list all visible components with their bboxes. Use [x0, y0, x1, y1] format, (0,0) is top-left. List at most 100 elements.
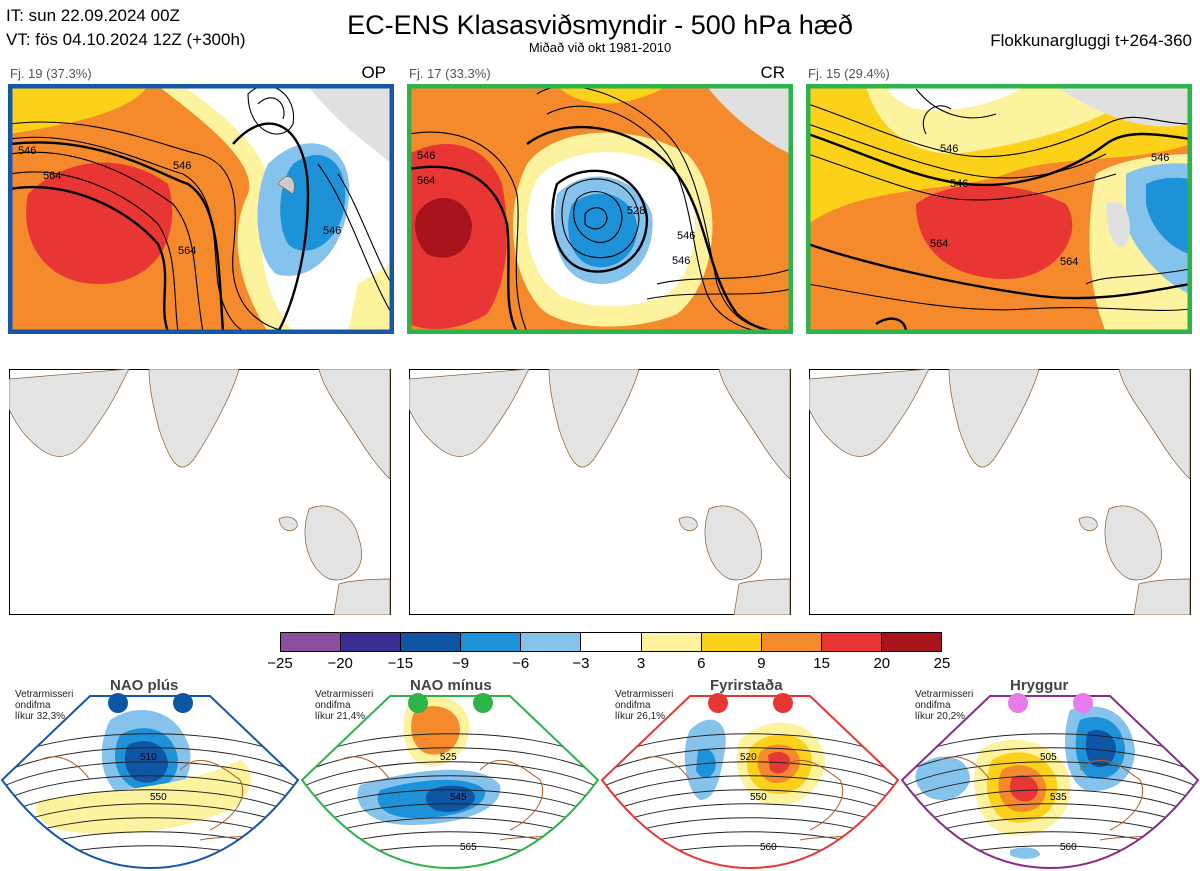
colorbar-tick-label: −9: [451, 655, 470, 672]
colorbar-tick-label: 9: [757, 655, 766, 672]
colorbar-tick-label: 25: [933, 655, 951, 672]
colorbar-tick-label: 6: [697, 655, 706, 672]
regime-marker-dot: [473, 693, 493, 713]
regime-title: NAO mínus: [410, 677, 492, 694]
contour-label: 564: [930, 238, 949, 250]
contour-label: 525: [440, 752, 457, 763]
colorbar-tick-label: −25: [267, 655, 293, 672]
regime-note-line: Vetrarmisseri: [315, 689, 374, 700]
contour-label: 546: [173, 160, 192, 172]
colorbar-ticks: −25 −20 −15 −9 −6 −3 3 6 9 15 20 25: [267, 655, 950, 675]
colorbar-tick-label: −20: [327, 655, 353, 672]
regime-note-line: Vetrarmisseri: [915, 689, 974, 700]
regime-marker-dot: [708, 693, 728, 713]
colorbar-swatch: [281, 633, 341, 651]
contour-label: 505: [1040, 752, 1057, 763]
colorbar-swatch: [820, 633, 881, 651]
blank-map-2: [409, 369, 791, 615]
colorbar-tick-label: 20: [873, 655, 891, 672]
regime-note-line: Vetrarmisseri: [615, 689, 674, 700]
regime-map: 520 550 560: [600, 695, 900, 870]
regime-note-line: ondifma: [315, 700, 351, 711]
valid-time: VT: fös 04.10.2024 12Z (+300h): [6, 30, 246, 49]
regime-map: 525 545 565: [300, 695, 600, 870]
regime-note: Vetrarmisseri ondifma líkur 20,2%: [915, 689, 973, 722]
contour-label: 528: [627, 205, 646, 217]
regime-marker-dot: [108, 693, 128, 713]
contour-label: 564: [1060, 256, 1079, 268]
contour-label: 510: [140, 752, 157, 763]
regime-marker-dot: [1008, 693, 1028, 713]
colorbar-tick-label: −3: [572, 655, 590, 672]
regime-marker-dot: [773, 693, 793, 713]
cluster-map: [407, 84, 793, 334]
colorbar-swatch: [340, 633, 401, 651]
contour-label: 560: [760, 842, 777, 853]
classification-window: Flokkunargluggi t+264-360: [990, 31, 1192, 50]
colorbar-tick-label: 3: [636, 655, 646, 672]
colorbar-swatch: [760, 633, 821, 651]
regime-note-line: Vetrarmisseri: [15, 689, 74, 700]
contour-label: 565: [460, 842, 477, 853]
page-title: EC-ENS Klasasviðsmyndir - 500 hPa hæð: [347, 10, 853, 40]
regime-title: Hryggur: [1010, 677, 1069, 694]
init-time: IT: sun 22.09.2024 00Z: [6, 6, 180, 25]
regime-note: Vetrarmisseri ondifma líkur 26,1%: [615, 689, 673, 722]
regime-note: Vetrarmisseri ondifma líkur 32,3%: [15, 689, 73, 722]
contour-label: 546: [672, 255, 691, 267]
contour-label: 560: [1060, 842, 1077, 853]
colorbar-swatch: [400, 633, 461, 651]
blank-map-1: [9, 369, 391, 615]
contour-label: 520: [740, 752, 757, 763]
regime-note-line: líkur 21,4%: [315, 711, 366, 722]
regime-note-line: ondifma: [915, 700, 951, 711]
blank-map-3: [809, 369, 1191, 615]
contour-label: 545: [450, 792, 467, 803]
cluster-label: Fj. 19 (37.3%): [10, 66, 92, 81]
regime-marker-dot: [1073, 693, 1093, 713]
regime-title: Fyrirstaða: [710, 677, 783, 694]
cluster-panel-1: Fj. 19 (37.3%) OP: [8, 62, 394, 334]
contour-label: 550: [150, 792, 167, 803]
regime-note: Vetrarmisseri ondifma líkur 21,4%: [315, 689, 373, 722]
regime-note-line: ondifma: [15, 700, 51, 711]
colorbar-tick-label: −6: [512, 655, 530, 672]
colorbar-swatch: [460, 633, 521, 651]
colorbar-swatch: [880, 633, 942, 651]
page-subtitle: Miðað við okt 1981-2010: [528, 40, 672, 55]
regime-title: NAO plús: [110, 677, 179, 694]
contour-label: 564: [417, 175, 436, 187]
cluster-tag: OP: [361, 63, 386, 82]
contour-label: 546: [950, 178, 969, 190]
contour-label: 550: [750, 792, 767, 803]
colorbar-swatch: [640, 633, 701, 651]
contour-label: 546: [1151, 152, 1170, 164]
cluster-tag: CR: [760, 63, 785, 82]
colorbar-swatch: [520, 633, 581, 651]
contour-label: 546: [18, 145, 37, 157]
colorbar-tick-label: 15: [813, 655, 830, 672]
contour-label: 535: [1050, 792, 1067, 803]
cluster-label: Fj. 15 (29.4%): [808, 66, 890, 81]
regime-map: 505 535 560: [900, 695, 1200, 870]
regime-note-line: líkur 26,1%: [615, 711, 666, 722]
regime-marker-dot: [173, 693, 193, 713]
regime-map: 510 550: [0, 695, 300, 870]
colorbar-tick-label: −15: [387, 655, 414, 672]
colorbar-swatch: [580, 633, 641, 651]
contour-label: 546: [323, 225, 342, 237]
regime-note-line: ondifma: [615, 700, 651, 711]
regime-marker-dot: [408, 693, 428, 713]
contour-label: 564: [178, 245, 197, 257]
contour-label: 546: [940, 143, 959, 155]
regime-note-line: líkur 32,3%: [15, 711, 66, 722]
regime-note-line: líkur 20,2%: [915, 711, 966, 722]
contour-label: 546: [677, 230, 696, 242]
cluster-label: Fj. 17 (33.3%): [409, 66, 491, 81]
cluster-panel-2: Fj. 17 (33.3%) CR: [407, 62, 793, 334]
colorbar: [280, 632, 942, 652]
contour-label: 546: [417, 150, 436, 162]
cluster-map: [8, 84, 394, 334]
cluster-panel-3: Fj. 15 (29.4%): [806, 62, 1192, 334]
colorbar-swatch: [700, 633, 761, 651]
